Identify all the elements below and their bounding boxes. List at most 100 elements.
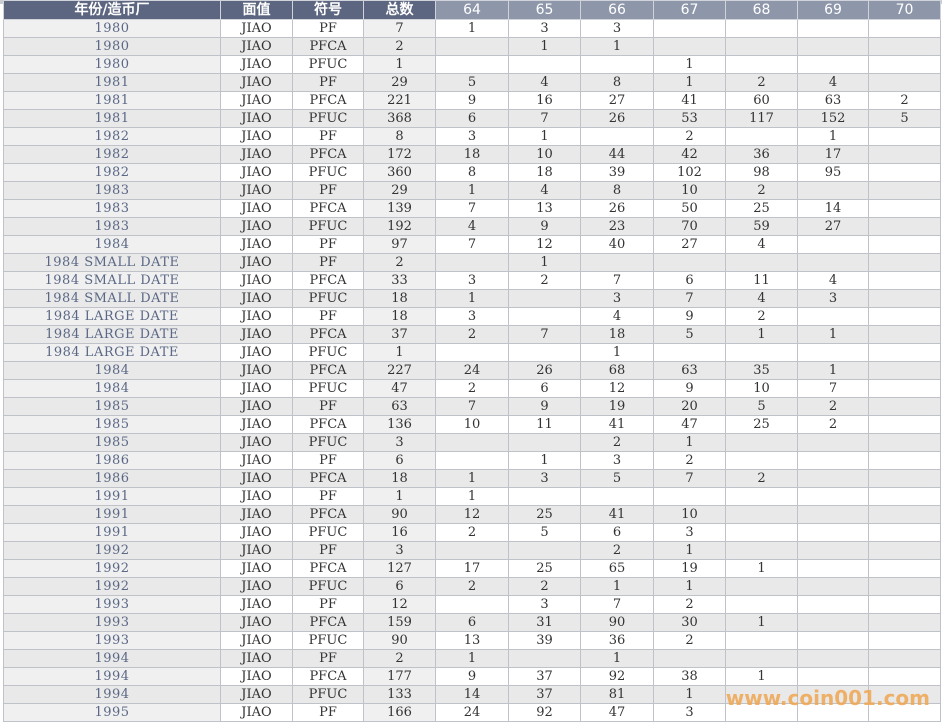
designation-cell[interactable]: PFUC — [292, 433, 364, 452]
grade-count-cell[interactable]: 1 — [435, 289, 509, 308]
year-cell[interactable]: 1980 — [3, 37, 221, 56]
grade-count-cell[interactable]: 18 — [435, 145, 509, 164]
grade-count-cell[interactable] — [725, 37, 798, 56]
designation-cell[interactable]: PF — [292, 73, 364, 92]
grade-count-cell[interactable]: 65 — [580, 559, 654, 578]
grade-count-cell[interactable]: 1 — [580, 343, 654, 362]
grade-count-cell[interactable]: 63 — [797, 91, 869, 110]
grade-count-cell[interactable] — [868, 271, 941, 290]
grade-count-cell[interactable]: 6 — [653, 271, 726, 290]
grade-count-cell[interactable]: 26 — [580, 199, 654, 218]
grade-count-cell[interactable]: 1 — [508, 451, 581, 470]
grade-count-cell[interactable] — [653, 649, 726, 668]
grade-count-cell[interactable]: 1 — [435, 181, 509, 200]
designation-cell[interactable]: PF — [292, 397, 364, 416]
grade-count-cell[interactable] — [580, 487, 654, 506]
designation-cell[interactable]: PFUC — [292, 217, 364, 236]
year-cell[interactable]: 1992 — [3, 541, 221, 560]
grade-count-cell[interactable] — [725, 649, 798, 668]
grade-count-cell[interactable] — [725, 595, 798, 614]
denomination-cell[interactable]: JIAO — [220, 343, 293, 362]
designation-cell[interactable]: PFCA — [292, 559, 364, 578]
grade-count-cell[interactable] — [868, 577, 941, 596]
designation-cell[interactable]: PF — [292, 181, 364, 200]
total-cell[interactable]: 133 — [363, 685, 436, 704]
total-cell[interactable]: 33 — [363, 271, 436, 290]
year-cell[interactable]: 1980 — [3, 19, 221, 38]
year-cell[interactable]: 1992 — [3, 577, 221, 596]
grade-count-cell[interactable] — [868, 667, 941, 686]
grade-count-cell[interactable]: 4 — [725, 235, 798, 254]
denomination-cell[interactable]: JIAO — [220, 451, 293, 470]
designation-cell[interactable]: PF — [292, 127, 364, 146]
grade-count-cell[interactable]: 11 — [508, 415, 581, 434]
total-cell[interactable]: 6 — [363, 577, 436, 596]
grade-count-cell[interactable]: 10 — [508, 145, 581, 164]
grade-count-cell[interactable] — [797, 631, 869, 650]
grade-count-cell[interactable]: 3 — [653, 523, 726, 542]
grade-count-cell[interactable]: 1 — [725, 325, 798, 344]
grade-count-cell[interactable] — [725, 487, 798, 506]
grade-count-cell[interactable]: 26 — [508, 361, 581, 380]
denomination-cell[interactable]: JIAO — [220, 397, 293, 416]
denomination-cell[interactable]: JIAO — [220, 595, 293, 614]
year-cell[interactable]: 1984 — [3, 361, 221, 380]
grade-count-cell[interactable]: 1 — [725, 559, 798, 578]
grade-count-cell[interactable]: 102 — [653, 163, 726, 182]
total-cell[interactable]: 1 — [363, 55, 436, 74]
grade-count-cell[interactable] — [868, 487, 941, 506]
grade-count-cell[interactable] — [508, 541, 581, 560]
grade-count-cell[interactable]: 2 — [435, 577, 509, 596]
grade-count-cell[interactable] — [868, 505, 941, 524]
designation-cell[interactable]: PFUC — [292, 577, 364, 596]
total-cell[interactable]: 368 — [363, 109, 436, 128]
year-cell[interactable]: 1982 — [3, 127, 221, 146]
total-cell[interactable]: 172 — [363, 145, 436, 164]
denomination-cell[interactable]: JIAO — [220, 469, 293, 488]
total-cell[interactable]: 29 — [363, 181, 436, 200]
grade-count-cell[interactable] — [868, 55, 941, 74]
grade-count-cell[interactable]: 30 — [653, 613, 726, 632]
grade-count-cell[interactable]: 17 — [435, 559, 509, 578]
grade-count-cell[interactable]: 7 — [797, 379, 869, 398]
designation-cell[interactable]: PFCA — [292, 37, 364, 56]
grade-count-cell[interactable]: 2 — [653, 595, 726, 614]
designation-cell[interactable]: PFCA — [292, 613, 364, 632]
column-header[interactable]: 65 — [508, 0, 581, 20]
grade-count-cell[interactable]: 27 — [797, 217, 869, 236]
grade-count-cell[interactable]: 2 — [725, 181, 798, 200]
grade-count-cell[interactable]: 8 — [435, 163, 509, 182]
grade-count-cell[interactable]: 25 — [508, 505, 581, 524]
grade-count-cell[interactable]: 1 — [508, 127, 581, 146]
grade-count-cell[interactable] — [653, 37, 726, 56]
grade-count-cell[interactable] — [868, 19, 941, 38]
designation-cell[interactable]: PF — [292, 541, 364, 560]
grade-count-cell[interactable]: 50 — [653, 199, 726, 218]
grade-count-cell[interactable]: 4 — [797, 73, 869, 92]
denomination-cell[interactable]: JIAO — [220, 19, 293, 38]
designation-cell[interactable]: PF — [292, 487, 364, 506]
designation-cell[interactable]: PFUC — [292, 109, 364, 128]
year-cell[interactable]: 1984 LARGE DATE — [3, 343, 221, 362]
grade-count-cell[interactable]: 39 — [580, 163, 654, 182]
grade-count-cell[interactable] — [797, 595, 869, 614]
grade-count-cell[interactable]: 4 — [508, 73, 581, 92]
designation-cell[interactable]: PF — [292, 649, 364, 668]
grade-count-cell[interactable]: 3 — [435, 307, 509, 326]
grade-count-cell[interactable]: 63 — [653, 361, 726, 380]
grade-count-cell[interactable]: 7 — [580, 595, 654, 614]
designation-cell[interactable]: PFCA — [292, 505, 364, 524]
grade-count-cell[interactable] — [653, 343, 726, 362]
year-cell[interactable]: 1982 — [3, 163, 221, 182]
grade-count-cell[interactable]: 68 — [580, 361, 654, 380]
year-cell[interactable]: 1984 SMALL DATE — [3, 289, 221, 308]
designation-cell[interactable]: PFCA — [292, 271, 364, 290]
denomination-cell[interactable]: JIAO — [220, 631, 293, 650]
column-header[interactable]: 69 — [797, 0, 869, 20]
year-cell[interactable]: 1984 — [3, 235, 221, 254]
grade-count-cell[interactable]: 2 — [580, 433, 654, 452]
grade-count-cell[interactable]: 41 — [580, 415, 654, 434]
grade-count-cell[interactable] — [868, 433, 941, 452]
denomination-cell[interactable]: JIAO — [220, 199, 293, 218]
denomination-cell[interactable]: JIAO — [220, 253, 293, 272]
